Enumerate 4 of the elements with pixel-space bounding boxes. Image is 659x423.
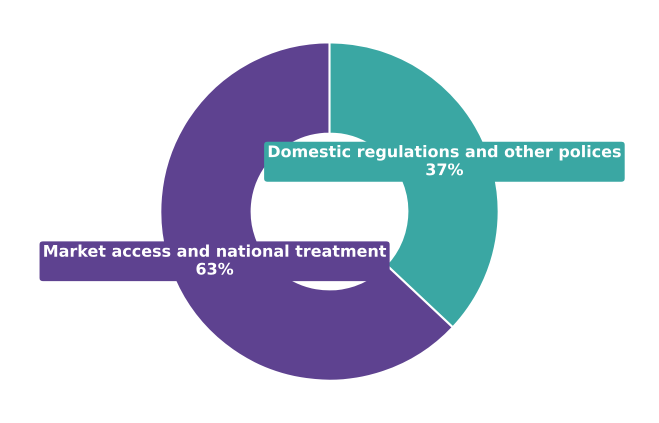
data-label: 37% (426, 163, 464, 176)
slice-label: Domestic regulations and other polices (268, 145, 621, 161)
data-label: 63% (196, 262, 234, 275)
slice-label: Market access and national treatment (44, 244, 386, 257)
